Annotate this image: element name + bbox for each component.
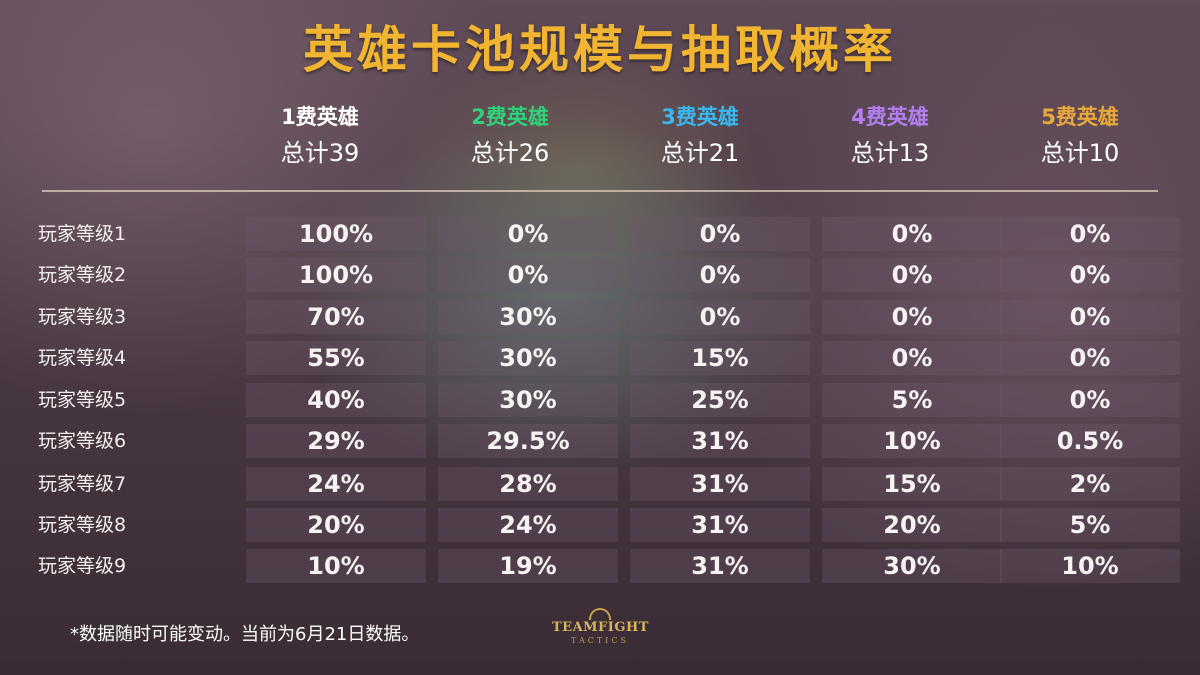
probability-cell: 55% <box>246 341 426 375</box>
probability-cell: 30% <box>438 341 618 375</box>
column-name: 2费英雄 <box>471 105 549 129</box>
table-row: 玩家等级2 100% 0% 0% 0% 0% <box>34 258 1180 292</box>
column-total: 总计21 <box>660 139 740 167</box>
row-label: 玩家等级9 <box>38 555 127 577</box>
probability-cell: 100% <box>246 217 426 251</box>
header-divider <box>42 190 1158 192</box>
column-name: 5费英雄 <box>1041 105 1119 129</box>
column-total: 总计39 <box>280 139 360 167</box>
row-label: 玩家等级8 <box>38 514 127 536</box>
table-row: 玩家等级8 20% 24% 31% 20% 5% <box>34 508 1180 542</box>
probability-cell: 25% <box>630 383 810 417</box>
probability-cell: 28% <box>438 467 618 501</box>
column-name: 3费英雄 <box>661 105 739 129</box>
table-row: 玩家等级7 24% 28% 31% 15% 2% <box>34 467 1180 501</box>
probability-cell: 0% <box>438 217 618 251</box>
row-label: 玩家等级7 <box>38 473 127 495</box>
probability-cell: 0% <box>822 300 1002 334</box>
probability-cell: 100% <box>246 258 426 292</box>
probability-cell: 24% <box>438 508 618 542</box>
page-title: 英雄卡池规模与抽取概率 <box>303 21 897 79</box>
probability-cell: 31% <box>630 467 810 501</box>
column-header-tier-1: 1费英雄 总计39 <box>235 100 405 172</box>
probability-cell: 0% <box>1000 217 1180 251</box>
row-label: 玩家等级6 <box>38 430 127 452</box>
teamfight-tactics-logo: TEAMFIGHT TACTICS <box>552 608 648 656</box>
probability-cell: 0.5% <box>1000 424 1180 458</box>
probability-cell: 31% <box>630 424 810 458</box>
probability-cell: 29.5% <box>438 424 618 458</box>
column-header-tier-2: 2费英雄 总计26 <box>425 100 595 172</box>
probability-cell: 0% <box>822 341 1002 375</box>
column-name: 4费英雄 <box>851 105 929 129</box>
table-row: 玩家等级3 70% 30% 0% 0% 0% <box>34 300 1180 334</box>
probability-cell: 30% <box>438 383 618 417</box>
footnote: *数据随时可能变动。当前为6月21日数据。 <box>70 624 420 645</box>
column-header-tier-3: 3费英雄 总计21 <box>615 100 785 172</box>
probability-cell: 31% <box>630 549 810 583</box>
probability-cell: 0% <box>630 217 810 251</box>
probability-cell: 5% <box>1000 508 1180 542</box>
row-label: 玩家等级5 <box>38 389 127 411</box>
probability-cell: 31% <box>630 508 810 542</box>
column-total: 总计13 <box>850 139 930 167</box>
column-total: 总计10 <box>1040 139 1120 167</box>
probability-cell: 19% <box>438 549 618 583</box>
probability-cell: 2% <box>1000 467 1180 501</box>
probability-cell: 0% <box>630 258 810 292</box>
logo-wordmark: TEAMFIGHT <box>552 620 649 635</box>
probability-cell: 15% <box>822 467 1002 501</box>
probability-cell: 15% <box>630 341 810 375</box>
column-header-tier-4: 4费英雄 总计13 <box>805 100 975 172</box>
probability-cell: 70% <box>246 300 426 334</box>
row-label: 玩家等级4 <box>38 347 127 369</box>
probability-cell: 0% <box>438 258 618 292</box>
probability-cell: 10% <box>1000 549 1180 583</box>
table-row: 玩家等级1 100% 0% 0% 0% 0% <box>34 217 1180 251</box>
table-row: 玩家等级4 55% 30% 15% 0% 0% <box>34 341 1180 375</box>
probability-cell: 40% <box>246 383 426 417</box>
probability-cell: 10% <box>822 424 1002 458</box>
logo-subtitle: TACTICS <box>571 636 629 645</box>
probability-cell: 20% <box>246 508 426 542</box>
probability-cell: 0% <box>1000 258 1180 292</box>
probability-cell: 10% <box>246 549 426 583</box>
probability-cell: 30% <box>822 549 1002 583</box>
table-row: 玩家等级6 29% 29.5% 31% 10% 0.5% <box>34 424 1180 458</box>
row-label: 玩家等级2 <box>38 264 127 286</box>
table-row: 玩家等级5 40% 30% 25% 5% 0% <box>34 383 1180 417</box>
probability-cell: 24% <box>246 467 426 501</box>
column-total: 总计26 <box>470 139 550 167</box>
row-label: 玩家等级1 <box>38 223 127 245</box>
column-header-tier-5: 5费英雄 总计10 <box>995 100 1165 172</box>
probability-cell: 0% <box>822 217 1002 251</box>
logo-emblem-icon <box>589 608 611 620</box>
table-row: 玩家等级9 10% 19% 31% 30% 10% <box>34 549 1180 583</box>
probability-cell: 0% <box>822 258 1002 292</box>
row-label: 玩家等级3 <box>38 306 127 328</box>
column-name: 1费英雄 <box>281 105 359 129</box>
probability-cell: 29% <box>246 424 426 458</box>
probability-cell: 5% <box>822 383 1002 417</box>
probability-cell: 0% <box>1000 383 1180 417</box>
probability-cell: 0% <box>1000 341 1180 375</box>
probability-cell: 0% <box>630 300 810 334</box>
probability-cell: 30% <box>438 300 618 334</box>
probability-cell: 0% <box>1000 300 1180 334</box>
probability-cell: 20% <box>822 508 1002 542</box>
